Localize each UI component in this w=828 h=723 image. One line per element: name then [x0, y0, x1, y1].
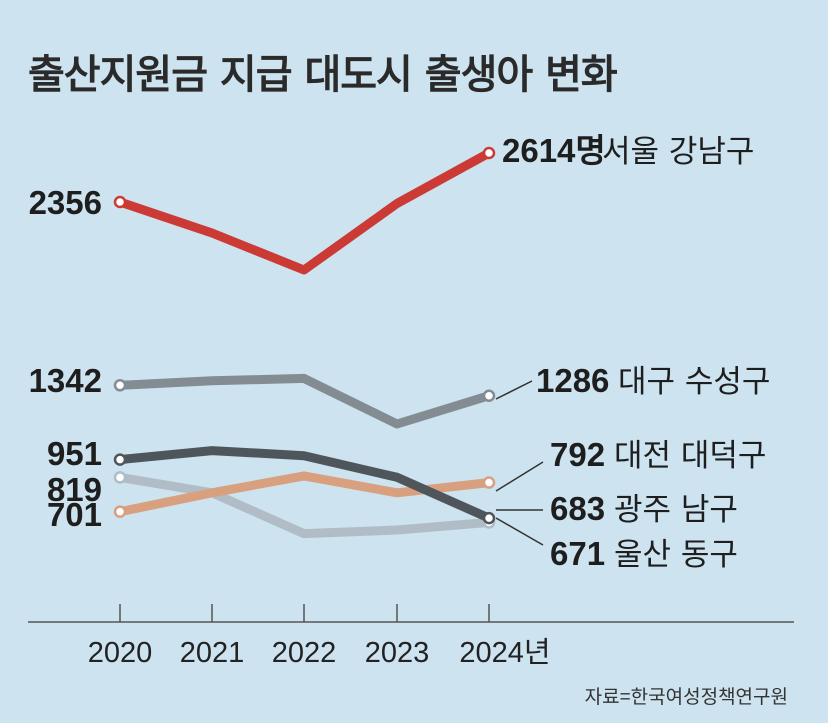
- start-label: 1342: [29, 362, 102, 399]
- start-point: [113, 471, 127, 484]
- end-point: [482, 476, 496, 489]
- chart-title: 출산지원금 지급 대도시 출생아 변화: [28, 52, 618, 98]
- x-tick-label: 2020: [88, 637, 153, 669]
- leader-line: [495, 517, 544, 546]
- series-line: [115, 148, 494, 275]
- end-series-name: 대구 수성구: [618, 364, 770, 400]
- end-value-label: 792: [550, 436, 605, 473]
- leader-line: [495, 380, 533, 400]
- end-value-label: 2614명: [502, 132, 606, 169]
- start-point: [113, 195, 127, 209]
- leader-line: [495, 461, 544, 492]
- end-series-name: 서울 강남구: [602, 134, 754, 170]
- end-series-name: 대전 대덕구: [614, 438, 766, 474]
- end-series-name: 울산 동구: [614, 537, 738, 573]
- series-line: [115, 373, 494, 429]
- start-label: 2356: [29, 184, 102, 221]
- end-point: [482, 389, 496, 402]
- start-label: 819: [47, 471, 102, 508]
- source-note: 자료=한국여성정책연구원: [584, 687, 788, 708]
- series-line: [115, 472, 494, 539]
- x-tick-label: 2021: [180, 637, 245, 669]
- x-tick-label: 2024년: [459, 637, 550, 669]
- series-line: [115, 446, 494, 523]
- start-point: [113, 379, 127, 392]
- start-label: 951: [47, 435, 102, 472]
- end-series-name: 광주 남구: [614, 492, 738, 528]
- start-point: [113, 453, 127, 466]
- end-value-label: 1286: [536, 362, 609, 399]
- end-point: [482, 511, 496, 525]
- end-point: [482, 146, 496, 160]
- end-value-label: 671: [550, 535, 605, 572]
- start-label: 701: [47, 496, 102, 533]
- x-tick-label: 2023: [365, 637, 430, 669]
- x-tick-label: 2022: [272, 637, 337, 669]
- end-value-label: 683: [550, 490, 605, 527]
- start-point: [113, 505, 127, 518]
